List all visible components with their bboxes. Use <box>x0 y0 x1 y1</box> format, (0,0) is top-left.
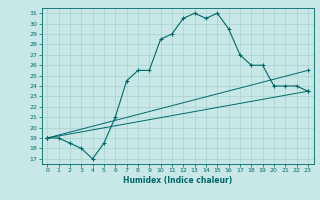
X-axis label: Humidex (Indice chaleur): Humidex (Indice chaleur) <box>123 176 232 185</box>
